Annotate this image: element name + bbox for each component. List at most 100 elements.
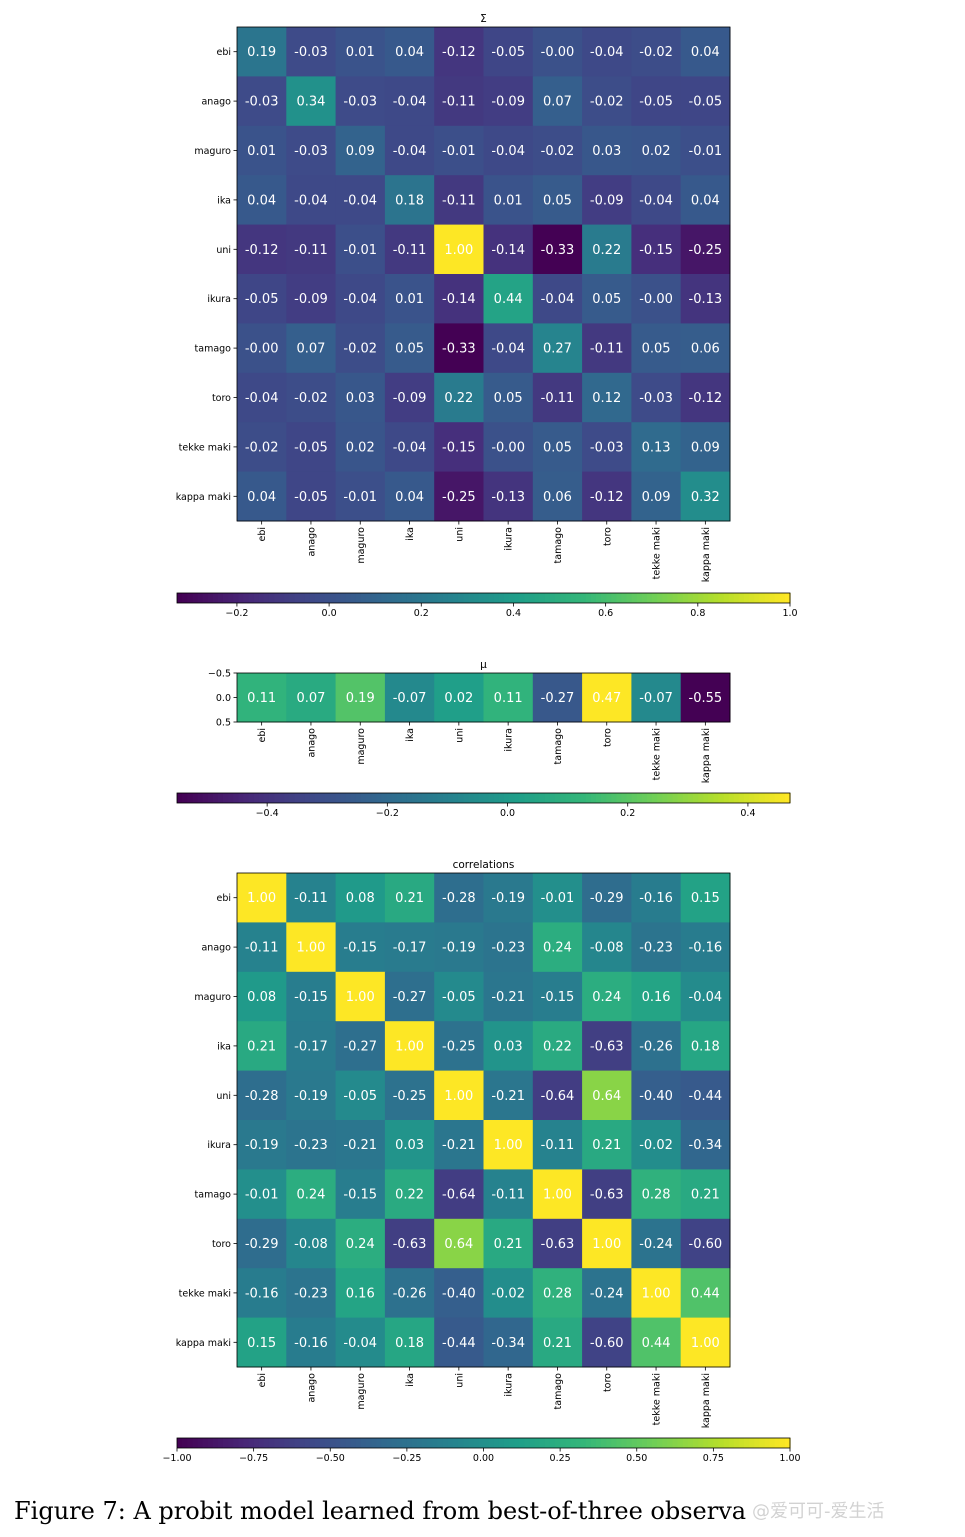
cell-value-label: -0.25 bbox=[689, 243, 723, 258]
colorbar-segment bbox=[432, 1438, 439, 1448]
cell-value-label: -0.14 bbox=[442, 292, 476, 307]
x-tick-label: ikura bbox=[504, 728, 515, 752]
heatmap-cell bbox=[631, 274, 682, 324]
colorbar-segment bbox=[263, 793, 270, 803]
colorbar-segment bbox=[616, 1438, 623, 1448]
cell-value-label: 0.07 bbox=[296, 691, 325, 706]
x-tick-label: ebi bbox=[257, 1373, 268, 1388]
heatmap-cell bbox=[434, 224, 484, 275]
cell-value-label: -0.05 bbox=[294, 440, 328, 455]
colorbar-segment bbox=[575, 1438, 582, 1448]
heatmap-cell bbox=[532, 922, 583, 973]
colorbar-segment bbox=[549, 793, 556, 803]
cell-value-label: 1.00 bbox=[247, 891, 276, 906]
colorbar-segment bbox=[595, 593, 602, 603]
colorbar-segment bbox=[759, 793, 766, 803]
heatmap-cell bbox=[532, 323, 583, 374]
colorbar-segment bbox=[463, 793, 469, 803]
heatmap-cell bbox=[237, 471, 287, 522]
heatmap-cell bbox=[631, 76, 682, 127]
cell-value-label: -0.29 bbox=[245, 1237, 279, 1252]
colorbar-segment bbox=[437, 593, 444, 603]
heatmap-cell bbox=[237, 76, 287, 127]
x-tick-label: ika bbox=[405, 728, 416, 742]
colorbar-segment bbox=[457, 1438, 464, 1448]
colorbar-tick-label: 0.0 bbox=[500, 808, 515, 819]
colorbar-segment bbox=[396, 593, 403, 603]
heatmap-cell bbox=[532, 1317, 583, 1368]
cell-value-label: -0.09 bbox=[294, 292, 328, 307]
heatmap-cell bbox=[384, 27, 435, 77]
cell-value-label: 0.04 bbox=[691, 193, 720, 208]
heatmap-cell bbox=[335, 1070, 386, 1121]
colorbar-segment bbox=[774, 593, 781, 603]
colorbar-segment bbox=[580, 793, 587, 803]
cell-value-label: 0.13 bbox=[642, 440, 671, 455]
colorbar-segment bbox=[539, 593, 546, 603]
heatmap-cell bbox=[434, 274, 484, 324]
colorbar-segment bbox=[376, 1438, 382, 1448]
colorbar-segment bbox=[708, 1438, 714, 1448]
colorbar-segment bbox=[682, 793, 689, 803]
colorbar-segment bbox=[207, 793, 214, 803]
heatmap-cell bbox=[237, 27, 287, 77]
heatmap-cell bbox=[384, 1218, 435, 1269]
colorbar-segment bbox=[570, 793, 577, 803]
colorbar-segment bbox=[519, 1438, 525, 1448]
colorbar-segment bbox=[738, 1438, 745, 1448]
cell-value-label: -0.15 bbox=[442, 440, 476, 455]
colorbar-segment bbox=[590, 1438, 597, 1448]
colorbar-segment bbox=[274, 793, 280, 803]
heatmap-cell bbox=[384, 922, 435, 973]
colorbar-segment bbox=[723, 593, 730, 603]
heatmap-cell bbox=[286, 175, 337, 226]
heatmap-cell bbox=[680, 1268, 731, 1319]
colorbar-segment bbox=[391, 593, 398, 603]
cell-value-label: 0.28 bbox=[543, 1286, 572, 1301]
colorbar-segment bbox=[320, 593, 326, 603]
colorbar-segment bbox=[360, 593, 367, 603]
colorbar-segment bbox=[590, 793, 597, 803]
colorbar-segment bbox=[488, 1438, 495, 1448]
colorbar-segment bbox=[442, 793, 449, 803]
y-tick-label: 0.5 bbox=[216, 718, 231, 729]
heatmap-cell bbox=[335, 471, 386, 522]
cell-value-label: -0.01 bbox=[442, 144, 476, 159]
heatmap-cell bbox=[631, 1169, 682, 1220]
colorbar-segment bbox=[713, 793, 720, 803]
colorbar-segment bbox=[381, 1438, 388, 1448]
heatmap-cell bbox=[237, 274, 287, 324]
x-tick-label: anago bbox=[306, 728, 317, 758]
cell-value-label: -0.15 bbox=[639, 243, 673, 258]
heatmap-cell bbox=[384, 323, 435, 374]
colorbar-segment bbox=[309, 1438, 316, 1448]
colorbar-segment bbox=[488, 593, 495, 603]
heatmap-cell bbox=[286, 224, 337, 275]
heatmap-cell bbox=[335, 1317, 386, 1368]
colorbar-segment bbox=[549, 1438, 556, 1448]
heatmap-cell bbox=[434, 1120, 484, 1170]
heatmap-cell bbox=[434, 372, 484, 423]
y-tick-label: uni bbox=[216, 1091, 231, 1102]
colorbar-segment bbox=[212, 1438, 219, 1448]
cell-value-label: 0.21 bbox=[592, 1138, 621, 1153]
heatmap-cell bbox=[631, 27, 682, 77]
heatmap-cell bbox=[434, 125, 484, 176]
colorbar-segment bbox=[580, 1438, 587, 1448]
heatmap-cell bbox=[483, 372, 534, 423]
colorbar-segment bbox=[238, 593, 245, 603]
cell-value-label: -0.05 bbox=[442, 990, 476, 1005]
heatmap-cell bbox=[237, 175, 287, 226]
heatmap-cell bbox=[434, 1021, 484, 1072]
heatmap-cell bbox=[582, 1218, 632, 1269]
heatmap-cell bbox=[532, 125, 583, 176]
colorbar-segment bbox=[284, 1438, 290, 1448]
heatmap-cell bbox=[631, 1070, 682, 1121]
cell-value-label: 0.21 bbox=[395, 891, 424, 906]
heatmap-cell bbox=[237, 673, 287, 723]
heatmap-cell bbox=[631, 422, 682, 473]
colorbar-segment bbox=[544, 593, 551, 603]
colorbar-segment bbox=[350, 593, 357, 603]
heatmap-cell bbox=[384, 422, 435, 473]
heatmap-cell bbox=[286, 673, 337, 723]
